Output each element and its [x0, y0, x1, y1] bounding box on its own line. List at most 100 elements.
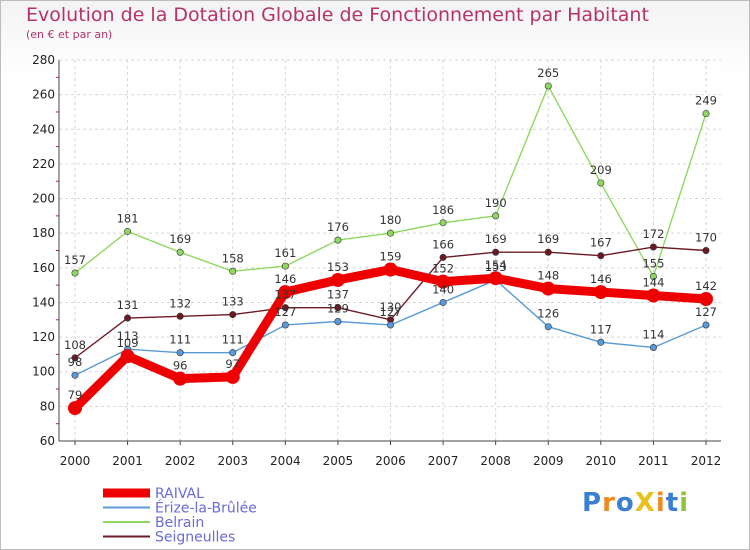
data-label: 137 [327, 288, 349, 302]
data-label: 79 [68, 388, 83, 402]
data-label: 142 [695, 279, 717, 293]
data-point [492, 212, 500, 220]
data-point [278, 285, 293, 300]
data-label: 96 [173, 359, 188, 373]
data-point [541, 281, 556, 296]
data-point [225, 369, 240, 384]
data-label: 129 [327, 302, 349, 316]
chart-subtitle: (en € et par an) [26, 28, 113, 41]
x-axis-ticks: 2000 2001 2002 2003 2004 2005 2006 2007 2008 2009… [60, 454, 722, 468]
legend-label: Seigneulles [155, 530, 235, 546]
y-tick-label: 260 [32, 88, 55, 102]
x-tick-label: 2007 [428, 454, 459, 468]
data-label: 111 [169, 333, 191, 347]
y-tick-label: 60 [40, 434, 55, 448]
data-point [120, 349, 135, 364]
data-label: 133 [222, 295, 244, 309]
data-point [383, 262, 398, 277]
data-label: 127 [695, 305, 717, 319]
data-point [597, 179, 605, 187]
data-point [597, 252, 605, 260]
data-label: 153 [327, 260, 349, 274]
data-label: 111 [222, 333, 244, 347]
data-label: 249 [695, 94, 717, 108]
series-points [68, 82, 713, 416]
y-tick-label: 140 [32, 295, 55, 309]
data-point [176, 312, 184, 320]
data-point [334, 236, 342, 244]
data-label: 172 [642, 227, 664, 241]
data-label: 186 [432, 203, 454, 217]
data-point [229, 267, 237, 275]
data-label: 98 [68, 355, 83, 369]
x-tick-label: 2010 [586, 454, 617, 468]
x-tick-label: 2005 [323, 454, 354, 468]
x-tick-label: 2011 [638, 454, 669, 468]
data-point [176, 248, 184, 256]
data-label: 155 [642, 256, 664, 270]
data-point [439, 298, 447, 306]
data-label: 127 [274, 305, 296, 319]
data-point [71, 269, 79, 277]
y-tick-label: 220 [32, 157, 55, 171]
data-label: 130 [380, 300, 402, 314]
data-label: 181 [117, 211, 139, 225]
data-label: 190 [485, 196, 507, 210]
data-label: 166 [432, 237, 454, 251]
data-label: 209 [590, 163, 612, 177]
data-point [334, 304, 342, 312]
data-point [597, 338, 605, 346]
data-point [176, 349, 184, 357]
data-labels: 79 109 96 97 146 153 159 152 154 148 146 144 142 98 11… [64, 66, 717, 402]
data-point [593, 285, 608, 300]
data-label: 152 [432, 262, 454, 276]
x-tick-label: 2008 [480, 454, 511, 468]
data-point [649, 243, 657, 251]
data-label: 146 [274, 272, 296, 286]
data-label: 109 [117, 336, 139, 350]
data-label: 117 [590, 322, 612, 336]
data-label: 131 [117, 298, 139, 312]
data-point [330, 272, 345, 287]
data-point [229, 349, 237, 357]
data-point [281, 262, 289, 270]
data-point [124, 227, 132, 235]
y-tick-label: 280 [32, 53, 55, 67]
data-point [71, 354, 79, 362]
y-tick-label: 240 [32, 122, 55, 136]
data-label: 157 [64, 253, 86, 267]
data-point [488, 271, 503, 286]
x-tick-label: 2006 [375, 454, 406, 468]
legend-label: Érize-la-Brûlée [155, 500, 257, 517]
x-tick-label: 2000 [60, 454, 91, 468]
data-label: 180 [380, 213, 402, 227]
y-tick-label: 100 [32, 365, 55, 379]
y-tick-label: 160 [32, 261, 55, 275]
x-tick-label: 2009 [533, 454, 564, 468]
data-label: 108 [64, 338, 86, 352]
data-label: 161 [274, 246, 296, 260]
x-tick-label: 2003 [217, 454, 248, 468]
data-point [439, 219, 447, 227]
data-point [649, 343, 657, 351]
data-point [649, 272, 657, 280]
y-tick-label: 180 [32, 226, 55, 240]
data-label: 167 [590, 236, 612, 250]
axes [56, 60, 721, 445]
y-tick-label: 200 [32, 192, 55, 206]
data-label: 265 [537, 66, 559, 80]
legend-label: RAIVAL [155, 486, 204, 502]
data-label: 146 [590, 272, 612, 286]
x-tick-label: 2012 [691, 454, 722, 468]
data-label: 170 [695, 231, 717, 245]
data-point [68, 401, 82, 416]
proxiti-logo: ProXiti [582, 488, 690, 518]
data-point [439, 253, 447, 261]
x-tick-label: 2002 [165, 454, 196, 468]
x-tick-label: 2004 [270, 454, 301, 468]
data-label: 127 [380, 305, 402, 319]
data-label: 140 [432, 282, 454, 296]
data-point [281, 304, 289, 312]
